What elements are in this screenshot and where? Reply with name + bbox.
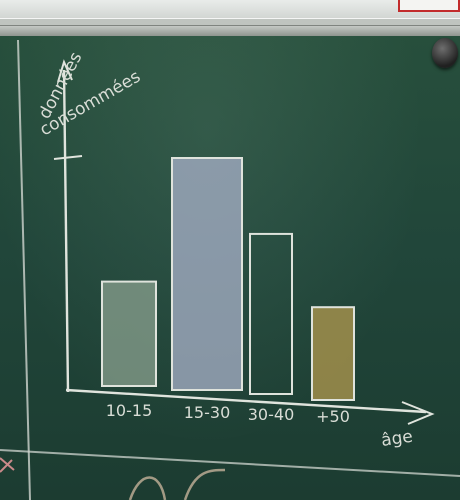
y-axis-tick (53, 155, 83, 160)
y-axis-arrow (57, 59, 73, 83)
board-bottom-line (0, 449, 460, 477)
x-axis-arrow (401, 401, 435, 425)
x-tick-label: 15-30 (184, 403, 231, 422)
bar-30-40 (249, 232, 293, 395)
x-axis-label: âge (380, 427, 414, 451)
bar-group (101, 157, 355, 402)
red-sign (398, 0, 460, 12)
scribble-bottom (128, 468, 226, 500)
y-axis (62, 69, 70, 393)
x-axis (65, 388, 427, 414)
bar-10-15 (101, 280, 157, 388)
x-tick-label: +50 (316, 407, 350, 426)
board-top-ledge (0, 18, 460, 26)
board-left-border (17, 39, 31, 500)
scribble-cross (0, 457, 15, 473)
x-tick-label: 30-40 (248, 405, 295, 424)
magnet (432, 38, 458, 68)
tick-label-group: 10-15 15-30 30-40 +50 (106, 401, 350, 426)
x-tick-label: 10-15 (106, 401, 153, 420)
bar-15-30 (171, 157, 243, 391)
bar-+50 (311, 306, 355, 402)
